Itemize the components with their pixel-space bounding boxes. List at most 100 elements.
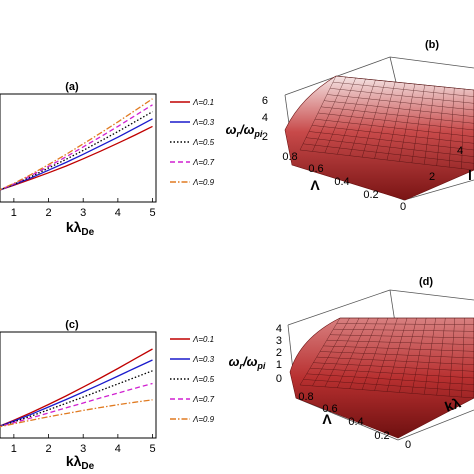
series-line-1 [0,125,153,191]
panel-b-ztick: 6 [262,95,268,107]
panel-b-lambda-tick: 0.4 [334,176,349,188]
panel-c-plot [0,348,153,428]
panel-d-lambda-tick: 0.8 [298,391,313,403]
mesh-line [303,379,474,392]
panel-d-label: (d) [419,276,433,288]
legend-label: Λ=0.3 [192,118,215,127]
panel-b-lambda-tick: 0.2 [363,189,378,201]
mesh-line [329,88,474,104]
series-line-2 [0,118,153,191]
panel-b-k-tick: 0 [400,201,406,213]
panel-d-zlabel: ωr/ωpi [229,354,266,371]
panel-b-k-tick: 4 [457,145,463,157]
mesh-line [299,149,474,171]
panel-d-k-label-partial: kλ [443,394,463,414]
series-line-3 [0,111,153,191]
panel-c-legend: Λ=0.1 Λ=0.3 Λ=0.5 Λ=0.7 Λ=0.9 [170,335,215,424]
mesh-line [326,94,474,111]
panel-d-ztick: 0 [276,373,282,385]
panel-b-zlabel: ωr/ωpi [226,122,263,139]
panel-b-lambda-tick: 0.6 [308,163,323,175]
mesh-line [329,334,474,339]
panel-c-x-ticks: 1 2 3 4 5 [11,434,156,455]
mesh-line [309,368,474,379]
panel-c-label: (c) [65,319,79,331]
panel-d-ztick: 1 [276,359,282,371]
x-tick-label: 5 [149,443,155,455]
mesh-line [335,75,474,91]
panel-d-ztick: 4 [276,323,282,335]
panel-d-k-tick: 0 [405,439,411,451]
series-line-1 [0,348,153,427]
legend-label: Λ=0.5 [192,375,215,384]
x-tick-label: 3 [80,207,86,219]
panel-b-k-tick: 2 [429,171,435,183]
mesh-line [323,345,474,352]
mesh-line [316,356,474,365]
legend-label: Λ=0.7 [192,158,215,167]
mesh-line [305,137,474,157]
mesh-line [306,373,474,385]
mesh-line [333,328,474,332]
legend-label: Λ=0.5 [192,138,215,147]
legend-label: Λ=0.1 [192,335,214,344]
mesh-line [332,81,474,97]
legend-label: Λ=0.9 [192,415,215,424]
panel-b-ztick: 2 [262,131,268,143]
mesh-line [319,351,474,359]
x-tick-label: 3 [80,443,86,455]
panel-c: (c) 1 2 3 4 5 kλDe Λ=0.1 Λ=0.3 Λ=0.5 Λ=0.7 Λ=0.9 [0,319,215,472]
legend-label: Λ=0.9 [192,178,215,187]
panel-b-label: (b) [425,39,439,51]
x-tick-label: 4 [115,443,121,455]
series-line-5 [0,98,153,191]
panel-d-lambda-tick: 0.6 [322,403,337,415]
panel-c-xlabel: kλDe [66,453,95,472]
panel-d-ztick: 3 [276,335,282,347]
mesh-line [320,106,474,124]
panel-d-lambda-label: Λ [322,411,332,427]
mesh-line [314,118,474,137]
panel-b-lambda-label: Λ [310,177,320,193]
mesh-line [299,384,474,399]
legend-label: Λ=0.7 [192,395,215,404]
mesh-line [308,131,474,151]
series-line-2 [0,359,153,427]
mesh-line [311,125,474,144]
mesh-line [336,323,474,325]
x-tick-label: 5 [149,207,155,219]
panel-d-lambda-tick: 0.2 [374,430,389,442]
mesh-line [302,143,474,164]
panel-d-mesh [299,317,474,399]
mesh-line [317,112,474,131]
legend-label: Λ=0.3 [192,355,215,364]
series-line-5 [0,399,153,428]
mesh-line [326,340,474,345]
series-line-3 [0,370,153,427]
panel-a-frame [0,93,157,203]
panel-a-plot [0,98,153,191]
series-line-4 [0,104,153,191]
panel-b-lambda-tick: 0.8 [282,151,297,163]
panel-d: (d) 4 3 2 1 0 ωr/ωpi 0.8 0.6 0.4 0.2 Λ 0… [229,276,474,451]
mesh-line [313,362,474,372]
panel-a: (a) 1 2 3 4 5 kλDe Λ=0.1 Λ=0.3 Λ=0.5 Λ=0.7 Λ=0.9 [0,81,215,238]
panel-d-lambda-tick: 0.4 [348,416,363,428]
series-line-4 [0,382,153,428]
panel-b-k-label-partial: l [468,167,472,183]
panel-b-mesh [299,75,474,171]
x-tick-label: 1 [11,443,17,455]
panel-c-frame [0,331,157,439]
panel-b: (b) 6 4 2 ωr/ωpi 0.8 0.6 0.4 0.2 Λ 0 2 4… [226,39,474,213]
panel-a-xlabel: kλDe [66,219,95,238]
x-tick-label: 4 [115,207,121,219]
panel-a-x-ticks: 1 2 3 4 5 [11,198,156,219]
x-tick-label: 2 [45,443,51,455]
panel-a-label: (a) [65,81,79,93]
mesh-line [323,100,474,117]
panel-d-ztick: 2 [276,347,282,359]
panel-b-ztick: 4 [262,112,268,124]
panel-d-surface [289,317,474,439]
legend-label: Λ=0.1 [192,98,214,107]
